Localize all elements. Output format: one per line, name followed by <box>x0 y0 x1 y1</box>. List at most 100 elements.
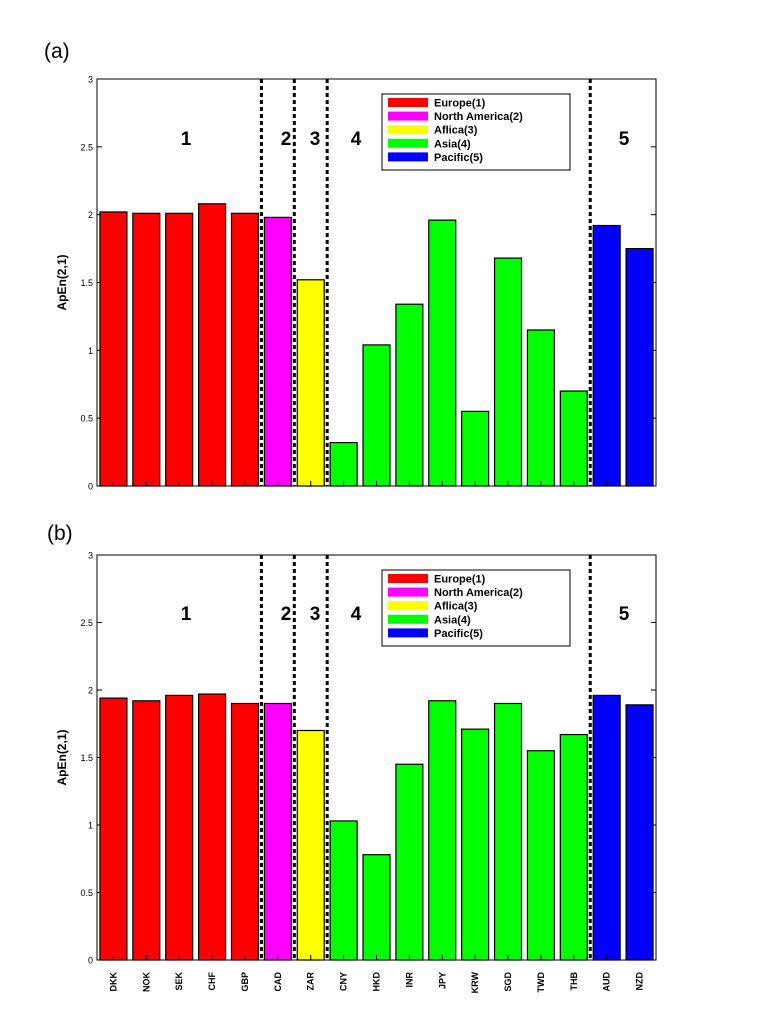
y-tick-label: 2.5 <box>80 618 93 628</box>
x-tick-label: INR <box>404 972 414 988</box>
legend-label: Asia(4) <box>434 138 471 150</box>
y-tick-label: 3 <box>88 75 93 85</box>
bar-gbp <box>230 702 260 961</box>
bar-sgd <box>493 702 523 961</box>
bar-twd <box>526 750 555 961</box>
x-tick-label: NZD <box>635 972 645 991</box>
x-tick-label: NOK <box>141 972 151 993</box>
panel-b-label: (b) <box>47 522 73 545</box>
y-tick-label: 0.5 <box>80 888 93 898</box>
legend-label: Pacific(5) <box>434 152 483 164</box>
y-tick-label: 1 <box>88 821 93 831</box>
legend: Europe(1)North America(2) Aflica(3)Asia(4… <box>381 569 571 647</box>
x-tick-label: SEK <box>174 972 184 991</box>
bar-hkd <box>362 854 391 961</box>
legend-swatch <box>388 587 428 597</box>
legend-swatch <box>388 152 428 162</box>
x-tick-label: DKK <box>108 972 118 992</box>
bar-nok <box>132 700 161 961</box>
region-label-2: 2 <box>281 604 292 625</box>
x-tick-label: SGD <box>503 972 513 992</box>
x-tick-label: CHF <box>207 972 217 991</box>
region-label-1: 1 <box>181 604 192 625</box>
region-label-3: 3 <box>310 129 321 150</box>
bar-cad <box>263 216 292 487</box>
region-label-4: 4 <box>351 129 362 150</box>
legend-label: Pacific(5) <box>434 628 483 640</box>
y-axis-label: ApEn(2,1) <box>55 254 69 310</box>
legend-label: Europe(1) <box>434 574 486 586</box>
legend-label: Asia(4) <box>434 614 471 626</box>
legend-swatch <box>388 111 428 121</box>
legend-swatch <box>388 98 428 107</box>
bar-krw <box>461 728 490 961</box>
region-label-4: 4 <box>351 604 362 625</box>
bar-aud <box>592 224 621 487</box>
bar-nok <box>132 212 161 487</box>
y-tick-label: 0 <box>88 956 93 966</box>
x-tick-label: CAD <box>273 972 283 992</box>
x-tick-label: CNY <box>339 972 349 991</box>
region-label-5: 5 <box>619 129 630 150</box>
legend-swatch <box>388 125 428 135</box>
x-tick-label: GBP <box>240 972 250 992</box>
x-tick-label: ZAR <box>306 972 316 991</box>
bar-inr <box>395 303 424 487</box>
bar-jpy <box>428 700 457 961</box>
region-label-2: 2 <box>281 129 292 150</box>
bar-aud <box>592 694 621 961</box>
bar-inr <box>395 763 424 961</box>
x-tick-label: KRW <box>470 972 480 994</box>
bar-cad <box>263 702 292 961</box>
y-tick-label: 2 <box>88 210 93 220</box>
x-tick-label: TWD <box>536 972 546 993</box>
bar-krw <box>461 410 490 487</box>
y-tick-label: 2.5 <box>80 142 93 152</box>
bar-chf <box>198 203 227 487</box>
region-label-1: 1 <box>181 129 192 150</box>
y-axis-label: ApEn(2,1) <box>55 729 69 785</box>
legend-swatch <box>388 628 428 638</box>
bar-jpy <box>428 219 457 487</box>
legend-label: North America(2) <box>434 111 523 123</box>
legend-label: Aflica(3) <box>434 125 478 137</box>
bar-thb <box>559 733 588 961</box>
legend-swatch <box>388 601 428 611</box>
x-tick-label: HKD <box>372 972 382 992</box>
legend-label: Europe(1) <box>434 98 486 110</box>
bar-dkk <box>99 211 128 487</box>
bar-thb <box>559 390 588 487</box>
legend-swatch <box>388 614 428 624</box>
bar-dkk <box>99 697 128 961</box>
legend-label: North America(2) <box>434 587 523 599</box>
bar-sgd <box>493 257 523 487</box>
x-tick-label: THB <box>569 972 579 991</box>
y-tick-label: 2 <box>88 686 93 696</box>
bar-sek <box>165 212 194 487</box>
bar-gbp <box>230 212 260 487</box>
bar-nzd <box>625 704 654 961</box>
bar-cny <box>329 441 358 487</box>
y-tick-label: 1.5 <box>80 278 93 288</box>
x-tick-label: AUD <box>602 972 612 992</box>
bar-sek <box>165 694 194 961</box>
bar-zar <box>296 729 325 961</box>
chart-panel-b: 0 0.5 1 1.5 2 2.5 3 ApEn(2,1) DKK NOK SEK CHF GBP CAD… <box>55 551 657 994</box>
x-tick-label: JPY <box>437 972 447 989</box>
y-tick-label: 1 <box>88 346 93 356</box>
legend-label: Aflica(3) <box>434 601 478 613</box>
y-tick-label: 0.5 <box>80 414 93 424</box>
bar-cny <box>329 820 358 961</box>
bar-twd <box>526 329 555 487</box>
bar-zar <box>296 279 325 487</box>
legend-swatch <box>388 138 428 148</box>
region-label-3: 3 <box>310 604 321 625</box>
bar-hkd <box>362 344 391 487</box>
y-tick-label: 1.5 <box>80 753 93 763</box>
legend-swatch <box>388 574 428 583</box>
panel-a-label: (a) <box>44 40 70 63</box>
region-label-5: 5 <box>619 604 630 625</box>
bar-nzd <box>625 247 654 487</box>
